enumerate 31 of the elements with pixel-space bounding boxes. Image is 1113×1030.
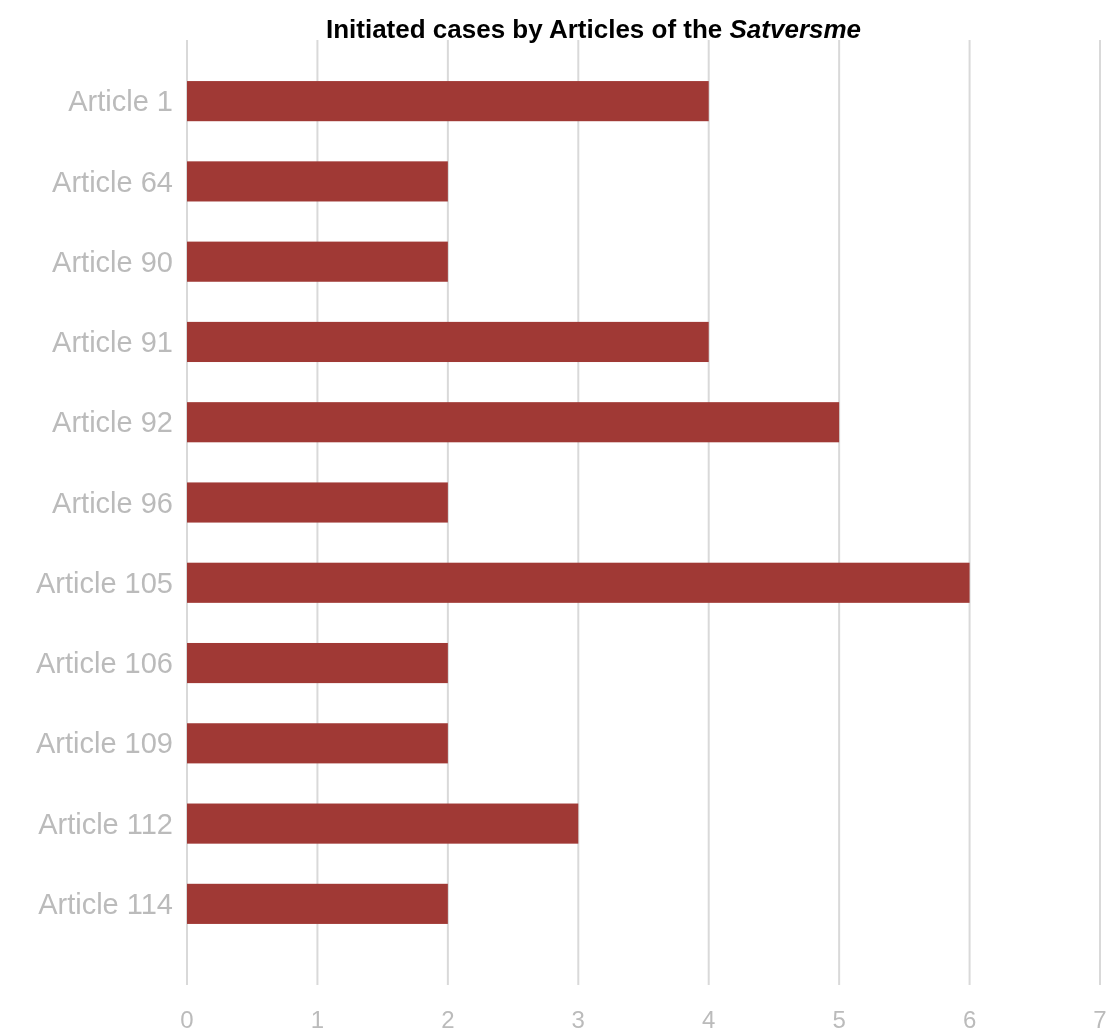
y-tick-label: Article 114	[38, 888, 173, 921]
y-tick-label: Article 91	[52, 326, 173, 359]
bar	[187, 482, 448, 523]
bar	[187, 803, 579, 844]
bar	[187, 161, 448, 202]
bar	[187, 402, 840, 443]
bar	[187, 723, 448, 764]
bar	[187, 81, 709, 122]
bar	[187, 241, 448, 282]
bar	[187, 642, 448, 684]
x-tick-label: 1	[310, 1006, 325, 1030]
x-tick-label: 2	[441, 1006, 455, 1030]
y-tick-label: Article 106	[35, 647, 173, 680]
x-tick-label: 0	[180, 1006, 194, 1030]
y-tick-label: Article 1	[68, 85, 173, 118]
x-tick-label: 6	[962, 1006, 977, 1030]
y-tick-label: Article 105	[35, 566, 173, 599]
x-tick-label: 3	[571, 1006, 585, 1030]
y-tick-label: Article 90	[52, 245, 173, 278]
y-tick-label: Article 92	[52, 406, 173, 439]
x-tick-label: 4	[702, 1006, 716, 1030]
y-tick-label: Article 64	[52, 165, 173, 198]
x-tick-label: 5	[832, 1006, 846, 1030]
bar	[187, 321, 709, 363]
y-tick-label: Article 112	[38, 807, 173, 840]
y-tick-label: Article 96	[52, 486, 173, 519]
x-tick-label: 7	[1093, 1006, 1107, 1030]
bar	[187, 883, 448, 924]
chart-title: Initiated cases by Articles of the Satversme	[325, 14, 862, 44]
y-tick-label: Article 109	[35, 727, 173, 760]
bar	[187, 562, 970, 603]
